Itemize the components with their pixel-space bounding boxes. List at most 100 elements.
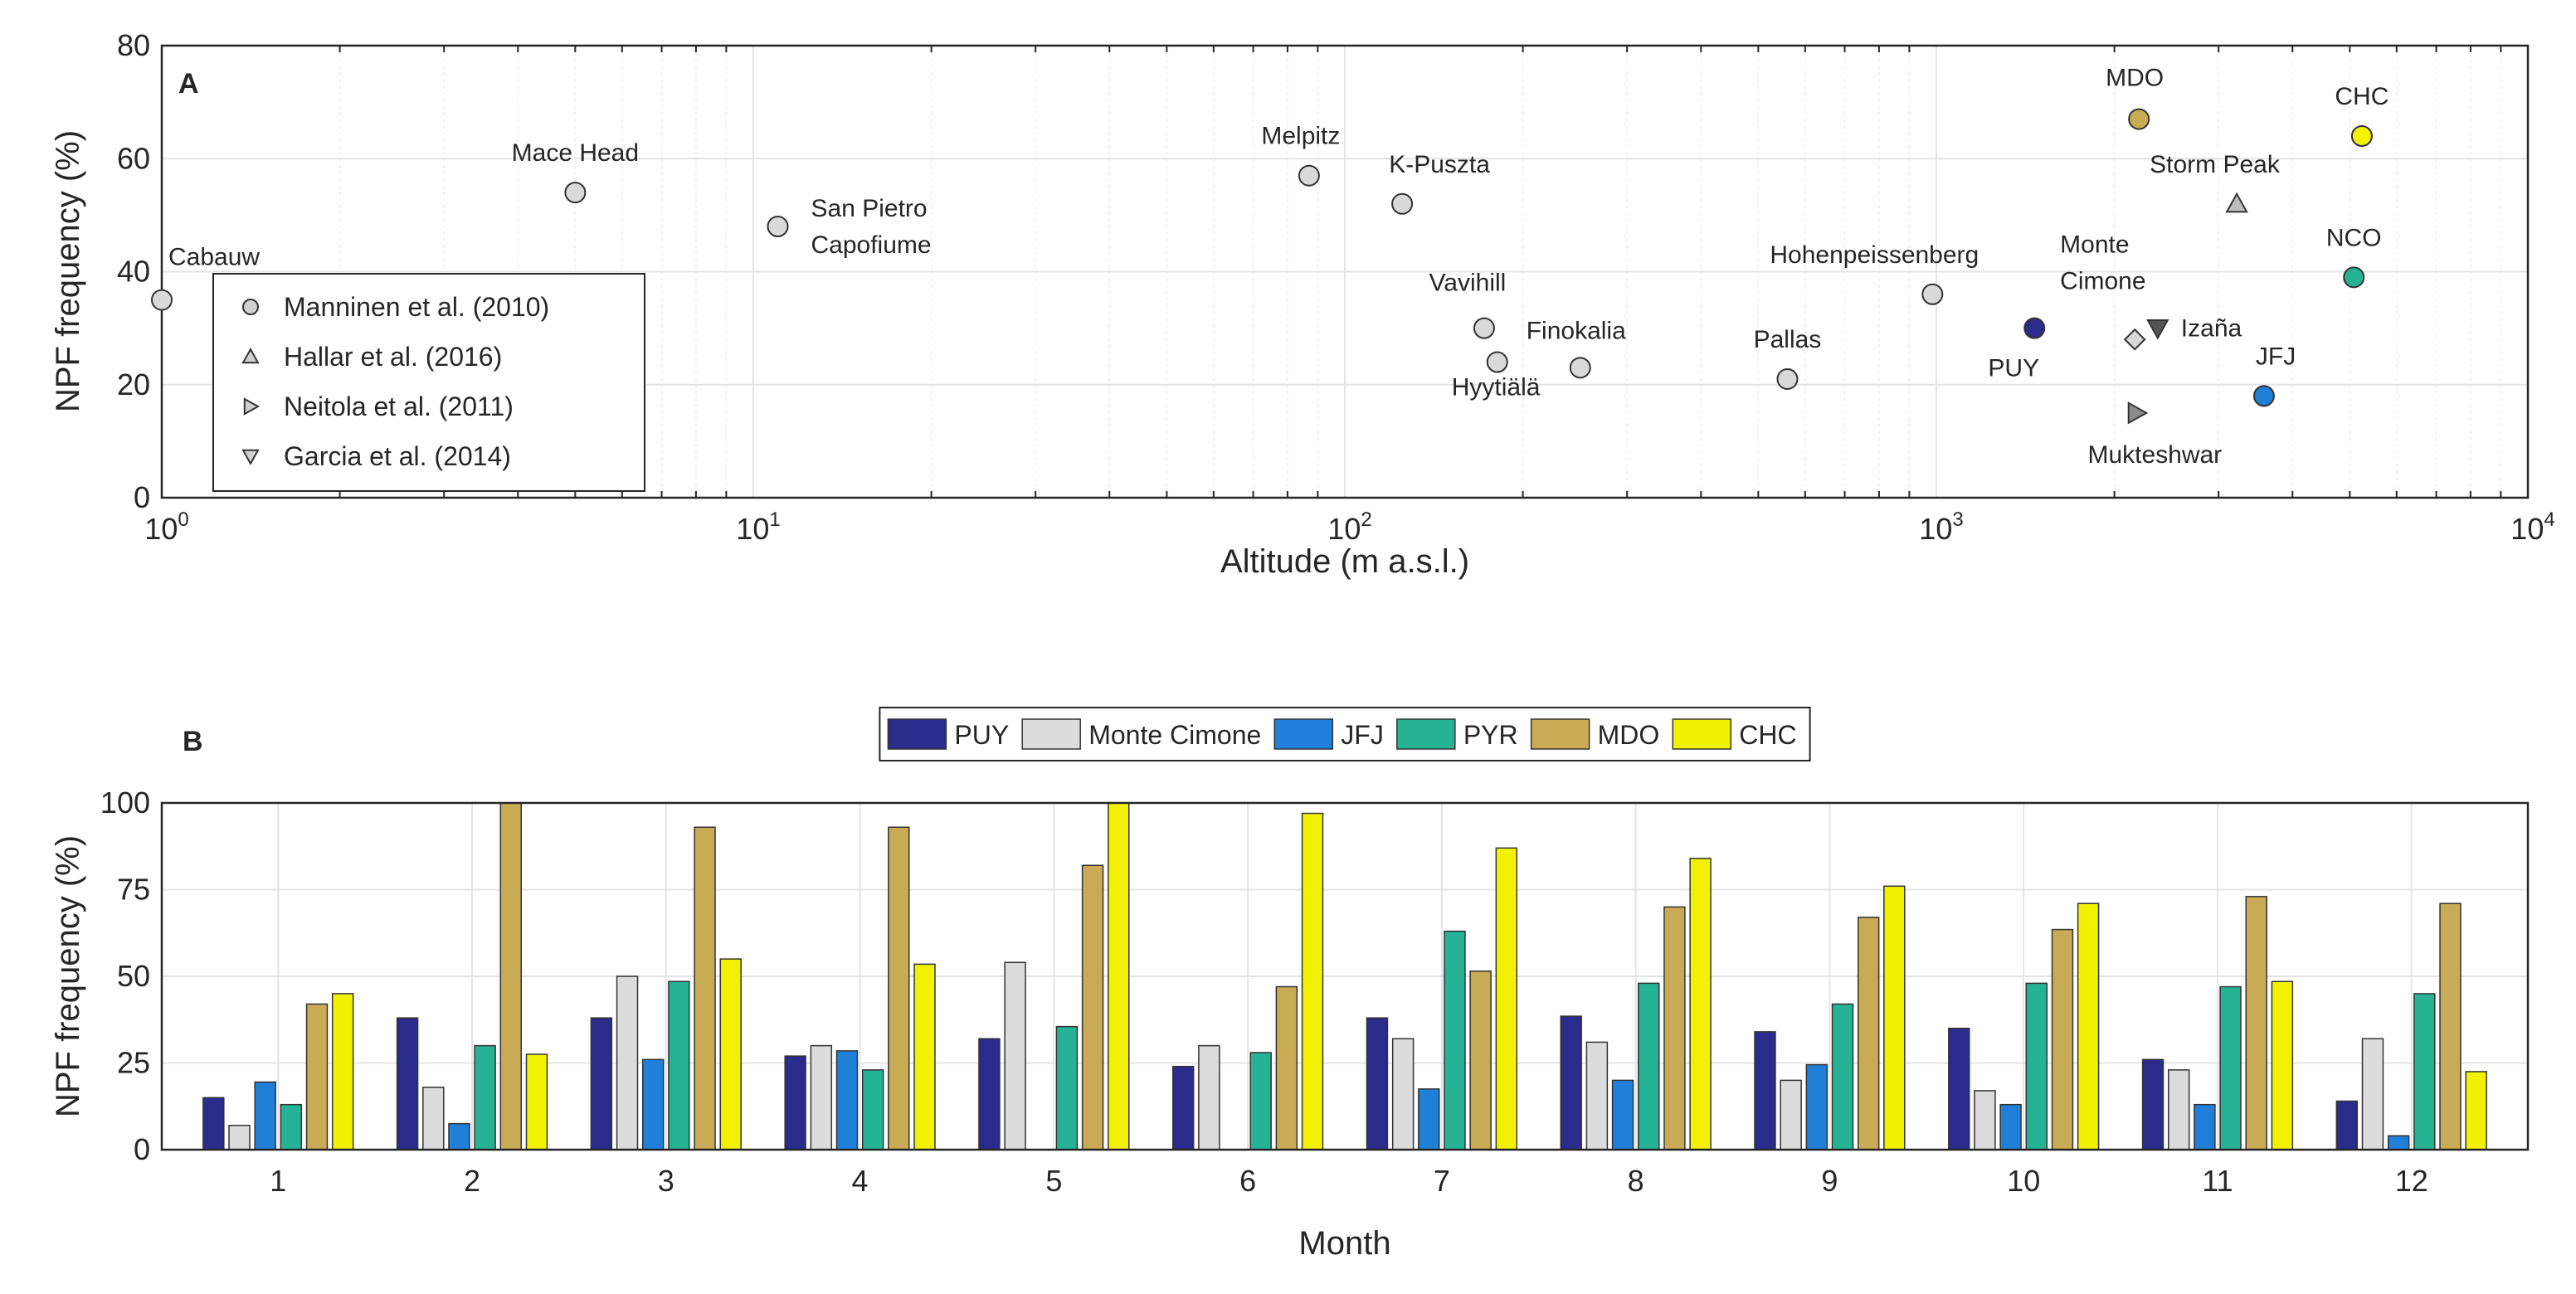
point-jfj (2252, 385, 2275, 407)
legend-entry: Manninen et al. (2010) (284, 292, 549, 322)
point-finokalia (1569, 357, 1591, 379)
panel-a-letter: A (178, 68, 199, 100)
panel-a-site-labels: Cabauw Mace Head San Pietro Capofiume Melpit… (168, 65, 2389, 469)
label-jfj: JFJ (2256, 343, 2296, 370)
label-mace-head: Mace Head (512, 139, 639, 167)
bar-monte-cimone-month-2 (422, 1087, 445, 1150)
bar-mdo-month-4 (888, 826, 910, 1150)
label-storm-peak: Storm Peak (2150, 151, 2281, 178)
panel-b-x-axis-label: Month (1298, 1225, 1390, 1262)
label-hyyti-l: Hyytiälä (1452, 374, 1541, 401)
panel-b-y-tick-label: 0 (134, 1132, 150, 1166)
panel-b-bars (202, 802, 2487, 1150)
bar-monte-cimone-month-3 (616, 975, 639, 1150)
panel-b-x-tick-label: 6 (1239, 1164, 1256, 1198)
point-vavihill (1473, 317, 1495, 339)
bar-monte-cimone-month-7 (1391, 1038, 1415, 1150)
panel-a-x-tick-label: 102 (1327, 508, 1371, 546)
bar-mdo-month-9 (1857, 917, 1880, 1150)
bar-puy-month-11 (2141, 1058, 2165, 1150)
bar-mdo-month-11 (2245, 896, 2267, 1150)
legend-swatch-jfj (1273, 718, 1334, 750)
bar-puy-month-8 (1560, 1015, 1582, 1150)
bar-puy-month-7 (1366, 1017, 1389, 1150)
bar-puy-month-12 (2335, 1100, 2359, 1150)
bar-pyr-month-3 (668, 980, 690, 1150)
bar-chc-month-8 (1689, 858, 1712, 1150)
panel-b-x-tick-label: 7 (1434, 1164, 1450, 1198)
panel-b-x-tick-label: 1 (270, 1164, 286, 1198)
panel-a-x-tick-labels: 100 101 102 103 104 (144, 508, 2554, 546)
bar-chc-month-10 (2077, 902, 2100, 1150)
bar-chc-month-6 (1301, 812, 1324, 1150)
bar-pyr-month-12 (2413, 993, 2436, 1150)
panel-b-x-tick-label: 11 (2202, 1164, 2233, 1198)
point-puy (2023, 317, 2046, 339)
label-melpitz: Melpitz (1261, 123, 1340, 150)
label-vavihill: Vavihill (1429, 270, 1507, 297)
panel-b-x-tick-label: 5 (1045, 1164, 1062, 1198)
label-chc: CHC (2335, 83, 2389, 110)
point-mukteshwar (2127, 401, 2149, 425)
panel-b-y-axis-label: NPF frequency (%) (50, 835, 86, 1117)
panel-a-points (151, 108, 2373, 425)
bar-chc-month-3 (719, 958, 742, 1150)
bar-monte-cimone-month-9 (1780, 1079, 1802, 1150)
panel-a-scatter-chart: 0 20 40 60 80 100 101 102 103 104 Cabauw Mace Hea… (50, 28, 2555, 580)
bar-monte-cimone-month-6 (1198, 1044, 1220, 1150)
bar-puy-month-10 (1948, 1027, 1970, 1150)
legend-entry: Garcia et al. (2014) (284, 441, 511, 471)
bar-puy-month-5 (978, 1038, 1001, 1150)
bar-puy-month-1 (202, 1097, 225, 1150)
panel-a-y-tick-label: 80 (117, 28, 150, 62)
point-hyyti-l (1486, 351, 1508, 373)
bar-pyr-month-7 (1444, 930, 1466, 1150)
legend-swatch-chc (1672, 718, 1732, 750)
panel-b-x-tick-label: 4 (852, 1164, 869, 1198)
label-finokalia: Finokalia (1527, 317, 1626, 344)
bar-pyr-month-1 (280, 1103, 303, 1150)
point-hohenpeissenberg (1921, 283, 1944, 305)
bar-pyr-month-11 (2219, 985, 2242, 1150)
panel-a-x-tick-label: 100 (144, 508, 188, 546)
bar-mdo-month-8 (1663, 906, 1686, 1150)
bar-jfj-month-3 (642, 1058, 665, 1150)
legend-entry: Hallar et al. (2016) (284, 342, 502, 372)
panel-b-y-tick-label: 50 (117, 959, 150, 993)
panel-b-x-tick-label: 10 (2007, 1164, 2040, 1198)
point-melpitz (1298, 164, 1320, 187)
bar-jfj-month-1 (254, 1081, 276, 1150)
point-mace-head (564, 182, 587, 204)
label-iza-a: Izaña (2181, 315, 2242, 343)
point-pallas (1776, 367, 1799, 390)
bar-mdo-month-7 (1469, 970, 1492, 1150)
panel-a-y-tick-label: 40 (117, 255, 150, 289)
bar-puy-month-9 (1754, 1031, 1776, 1150)
panel-b-x-tick-label: 12 (2395, 1164, 2428, 1198)
panel-a-legend-box (212, 273, 645, 492)
bar-pyr-month-9 (1831, 1003, 1854, 1150)
bar-puy-month-2 (396, 1017, 419, 1150)
panel-b-y-tick-label: 100 (100, 786, 150, 820)
panel-b-y-tick-labels: 0 25 50 75 100 (100, 786, 150, 1166)
bar-chc-month-5 (1108, 802, 1130, 1150)
bar-mdo-month-10 (2051, 928, 2074, 1150)
bar-jfj-month-2 (448, 1122, 470, 1150)
bar-mdo-month-3 (694, 826, 716, 1150)
legend-swatch-mdo (1530, 718, 1590, 750)
bar-monte-cimone-month-4 (810, 1044, 833, 1150)
panel-a-y-tick-label: 0 (134, 480, 150, 514)
bar-jfj-month-9 (1805, 1063, 1829, 1150)
legend-swatch-monte-cimone (1021, 718, 1081, 750)
label-mukteshwar: Mukteshwar (2087, 441, 2222, 469)
panel-b-x-tick-label: 3 (658, 1164, 674, 1198)
bar-pyr-month-2 (474, 1044, 496, 1150)
label-nco: NCO (2326, 224, 2382, 251)
panel-b-y-tick-label: 75 (117, 873, 150, 907)
panel-b-x-tick-labels: 1 2 3 4 5 6 7 8 9 10 11 12 (270, 1164, 2428, 1198)
panel-a-axes-frame (160, 44, 2530, 499)
panel-a-x-tick-label: 104 (2510, 508, 2554, 546)
panel-a-x-tick-label: 103 (1919, 508, 1963, 546)
